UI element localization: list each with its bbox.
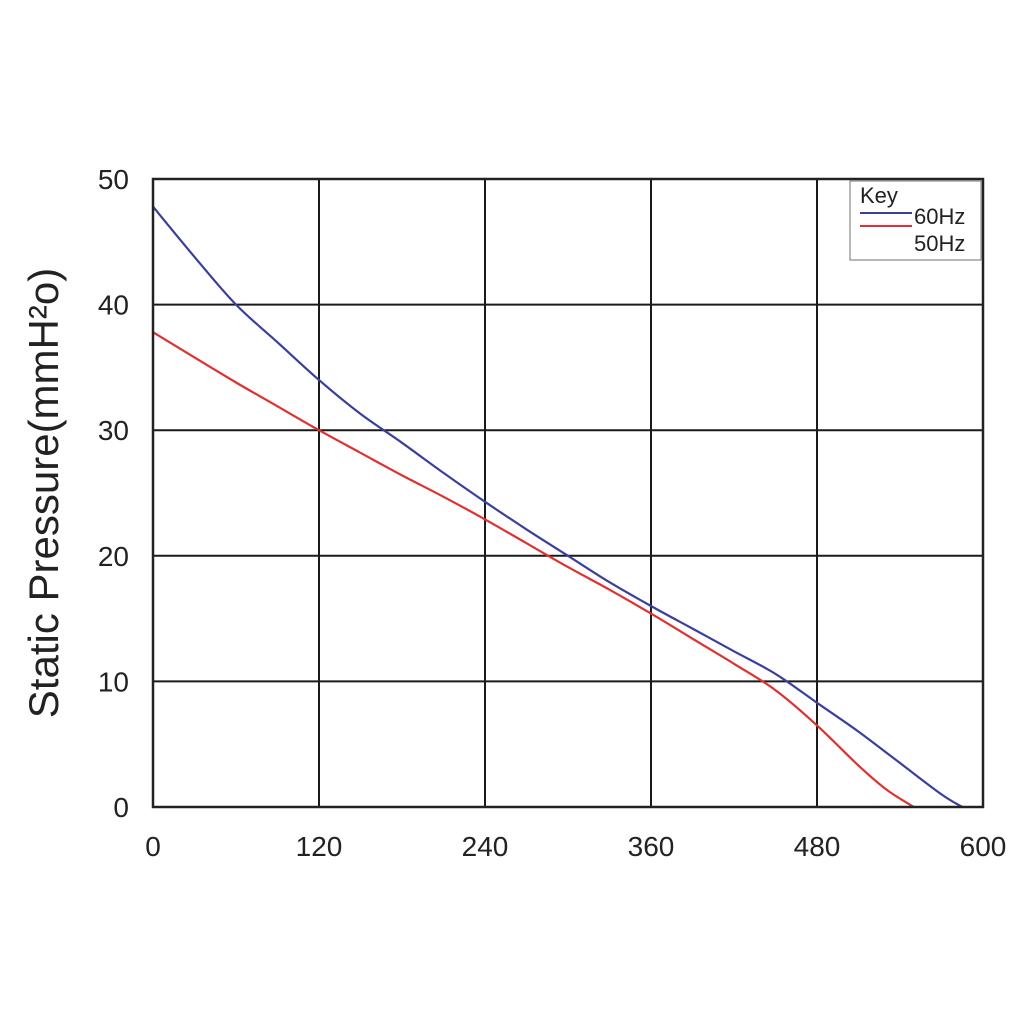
legend-label-60hz: 60Hz [914,204,965,229]
x-tick-label: 0 [145,831,161,862]
x-axis-ticks: 0 120 240 360 480 600 [145,831,1006,862]
x-tick-label: 360 [628,831,675,862]
plot-frame [151,177,985,809]
y-axis-ticks: 0 10 20 30 40 50 [98,164,129,823]
legend: Key 60Hz 50Hz [849,180,982,261]
x-tick-label: 240 [462,831,509,862]
x-tick-label: 600 [960,831,1007,862]
y-axis-label: Static Pressure(mmH²o) [20,268,67,718]
legend-label-50hz: 50Hz [914,231,965,256]
x-tick-label: 480 [794,831,841,862]
y-tick-label: 0 [113,792,129,823]
legend-title: Key [860,183,898,208]
x-tick-label: 120 [296,831,343,862]
series-line-60hz [152,205,963,808]
grid [152,178,984,808]
y-tick-label: 10 [98,666,129,697]
series-layer [152,205,963,808]
legend-box [849,180,982,261]
y-tick-label: 30 [98,415,129,446]
series-line-50hz [152,331,915,808]
y-tick-label: 20 [98,541,129,572]
y-tick-label: 40 [98,290,129,321]
y-tick-label: 50 [98,164,129,195]
